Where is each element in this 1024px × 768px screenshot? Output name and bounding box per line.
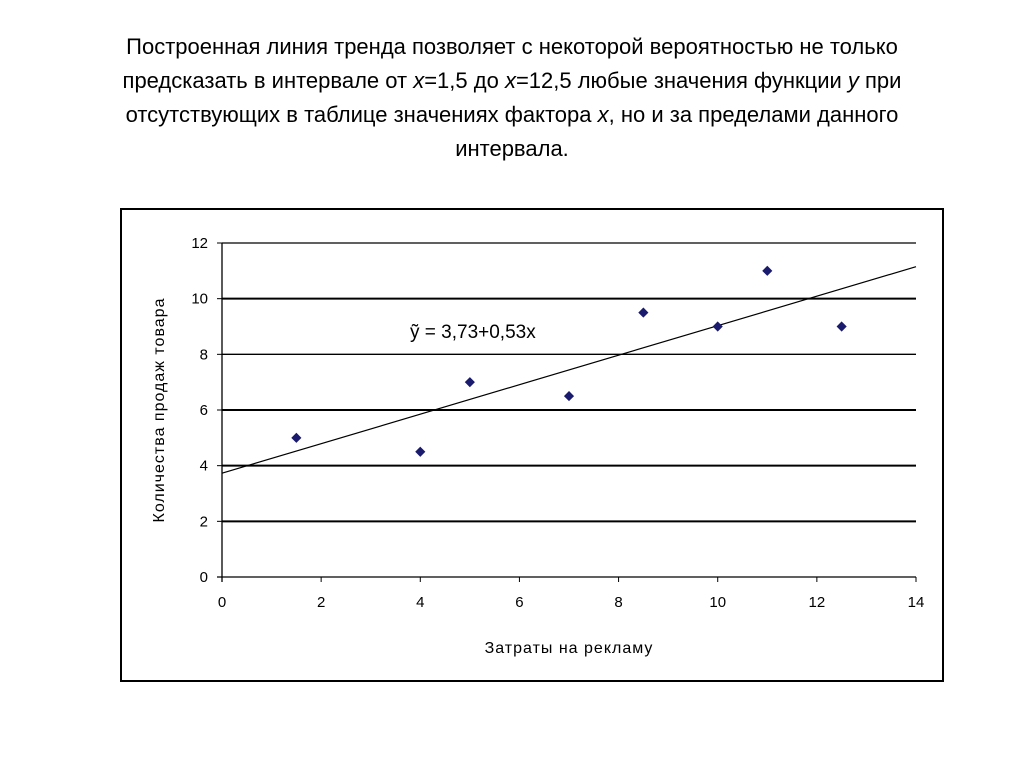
trendline-group xyxy=(221,266,917,474)
x-axis-title: Затраты на рекламу xyxy=(485,640,654,657)
data-point-4 xyxy=(563,391,575,402)
x-tick-label-6: 6 xyxy=(515,594,523,611)
title-var-x-1: x xyxy=(413,68,425,93)
y-tick-label-12: 12 xyxy=(191,235,208,252)
data-points xyxy=(291,265,847,457)
scatter-chart: 0 2 4 6 8 10 12 0 2 4 6 8 10 12 14 ỹ = 3,73+0,53x Затр… xyxy=(151,235,924,657)
trendline xyxy=(221,266,917,474)
title-var-x-3: x xyxy=(597,102,609,127)
x-tick-label-8: 8 xyxy=(614,594,622,611)
x-tick-label-2: 2 xyxy=(317,594,325,611)
x-tick-label-12: 12 xyxy=(809,594,826,611)
title-text-2: =1,5 до xyxy=(424,68,505,93)
y-tick-label-2: 2 xyxy=(200,513,208,530)
data-point-7 xyxy=(762,265,773,276)
y-tick-label-8: 8 xyxy=(200,346,208,363)
title-text-3: =12,5 любые значения функции xyxy=(515,68,848,93)
y-tick-label-4: 4 xyxy=(200,458,208,475)
data-point-1 xyxy=(291,432,302,443)
y-tick-label-10: 10 xyxy=(191,291,208,308)
y-tick-label-0: 0 xyxy=(200,569,208,586)
trendline-equation: ỹ = 3,73+0,53x xyxy=(410,322,536,343)
x-tick-label-4: 4 xyxy=(416,594,424,611)
x-tick-label-0: 0 xyxy=(218,594,226,611)
grid-lines xyxy=(222,242,916,523)
y-axis-title: Количества продаж товара xyxy=(151,298,168,523)
axes xyxy=(217,242,917,582)
slide-title: Построенная линия тренда позволяет с нек… xyxy=(70,30,954,166)
x-tick-label-10: 10 xyxy=(709,594,726,611)
title-var-x-2: x xyxy=(504,68,516,93)
title-text-1: Построенная линия тренда позволяет с нек… xyxy=(122,34,898,93)
title-var-y: y xyxy=(847,68,859,93)
y-tick-label-6: 6 xyxy=(200,402,208,419)
data-point-6 xyxy=(712,321,723,332)
data-point-3 xyxy=(464,377,475,388)
title-text-4: при отсутствующих в таблице значениях фа… xyxy=(125,68,902,127)
tick-labels: 0 2 4 6 8 10 12 0 2 4 6 8 10 12 14 xyxy=(191,235,924,611)
title-text-5: , но и за пределами данного интервала. xyxy=(455,102,899,161)
data-point-8 xyxy=(836,321,847,332)
chart-frame: 0 2 4 6 8 10 12 0 2 4 6 8 10 12 14 ỹ = 3,73+0,53x Затр… xyxy=(120,208,944,682)
data-point-2 xyxy=(415,446,426,457)
data-point-5 xyxy=(638,307,649,318)
x-tick-label-14: 14 xyxy=(908,594,925,611)
